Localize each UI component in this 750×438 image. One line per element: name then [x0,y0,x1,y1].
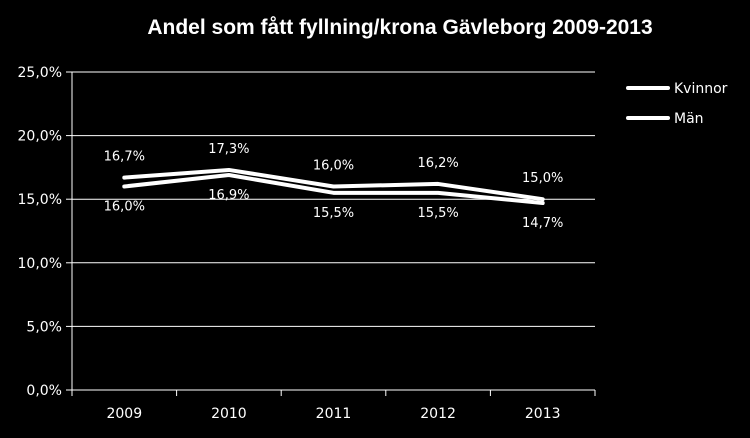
y-tick-labels: 0,0% 5,0% 10,0% 15,0% 20,0% 25,0% [18,65,62,399]
data-label: 14,7% [522,216,563,231]
legend-label: Män [674,111,704,127]
legend-label: Kvinnor [674,81,728,97]
y-tick-label: 15,0% [18,192,62,208]
x-tick-label: 2012 [420,406,456,422]
data-label: 16,0% [104,199,145,214]
data-label: 16,0% [313,158,354,173]
data-label: 15,0% [522,171,563,186]
legend: Kvinnor Män [626,81,728,127]
series-line-män [122,173,545,206]
axes [66,71,596,396]
data-label: 15,5% [313,206,354,221]
y-tick-label: 20,0% [18,129,62,145]
data-labels: 16,7% 17,3% 16,0% 16,2% 15,0% 16,0% 16,9% 15,5%… [104,142,564,231]
data-label: 16,7% [104,150,145,165]
chart-title: Andel som fått fyllning/krona Gävleborg … [147,16,653,39]
x-tick-label: 2013 [525,406,561,422]
data-label: 16,9% [208,188,249,203]
x-tick-label: 2009 [106,406,142,422]
series-line-kvinnor [122,167,545,202]
data-label: 17,3% [208,142,249,157]
x-tick-label: 2011 [316,406,352,422]
y-tick-label: 25,0% [18,65,62,81]
series-lines [122,167,545,206]
y-tick-label: 10,0% [18,256,62,272]
data-label: 16,2% [417,156,458,171]
y-tick-label: 0,0% [26,383,62,399]
x-tick-labels: 2009 2010 2011 2012 2013 [106,406,560,422]
y-tick-label: 5,0% [26,319,62,335]
data-label: 15,5% [417,206,458,221]
x-tick-label: 2010 [211,406,247,422]
